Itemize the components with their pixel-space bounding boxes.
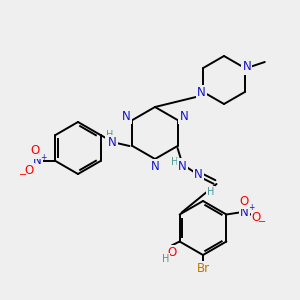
- Text: +: +: [40, 152, 47, 161]
- Text: O: O: [252, 211, 261, 224]
- Text: O: O: [31, 145, 40, 158]
- Text: H: H: [162, 254, 169, 265]
- Text: N: N: [122, 110, 130, 123]
- Text: N: N: [151, 160, 159, 173]
- Text: N: N: [179, 110, 188, 123]
- Text: N: N: [197, 86, 206, 100]
- Text: H: H: [106, 130, 113, 140]
- Text: N: N: [178, 160, 187, 172]
- Text: O: O: [25, 164, 34, 178]
- Text: N: N: [240, 206, 249, 219]
- Text: +: +: [248, 203, 255, 212]
- Text: O: O: [167, 246, 176, 259]
- Text: H: H: [207, 187, 214, 197]
- Text: N: N: [33, 154, 42, 167]
- Text: H: H: [171, 157, 178, 167]
- Text: N: N: [242, 61, 251, 74]
- Text: N: N: [108, 136, 117, 149]
- Text: −: −: [20, 170, 28, 180]
- Text: O: O: [240, 195, 249, 208]
- Text: Br: Br: [196, 262, 210, 275]
- Text: N: N: [194, 167, 203, 181]
- Text: −: −: [258, 218, 266, 227]
